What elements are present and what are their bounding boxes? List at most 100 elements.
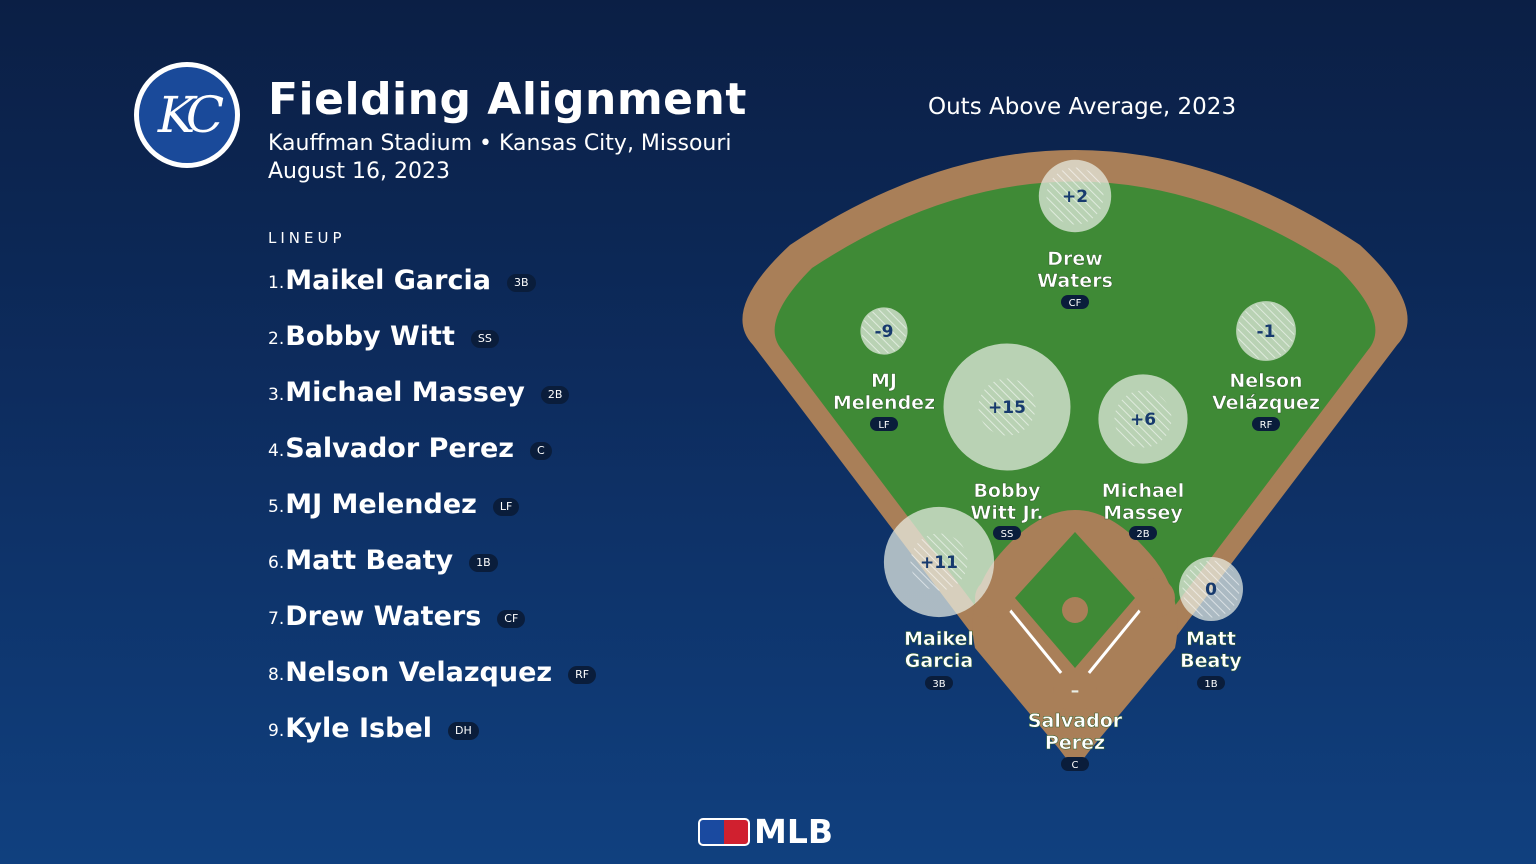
- lineup-row: 4. Salvador Perez C: [268, 432, 552, 464]
- position-badge: 3B: [506, 274, 536, 292]
- fielder-name: Maikel: [904, 628, 974, 650]
- game-date: August 16, 2023: [268, 159, 450, 184]
- position-badge: C: [1072, 760, 1079, 771]
- team-logo: KC: [134, 62, 240, 168]
- fielder-name: Michael: [1102, 480, 1184, 502]
- position-badge-bg: [993, 526, 1021, 540]
- lineup-player-name: Kyle Isbel: [285, 712, 433, 744]
- lineup-player-name: Michael Massey: [285, 376, 525, 408]
- lineup-number: 6.: [268, 553, 285, 573]
- oaa-value: -9: [875, 322, 894, 342]
- position-badge: LF: [492, 498, 520, 516]
- position-badge: 1B: [469, 554, 498, 572]
- mlb-logo-icon: [698, 818, 750, 846]
- oaa-bubble-hatch: [1182, 560, 1240, 618]
- lineup-row: 5. MJ Melendez LF: [268, 489, 520, 520]
- fielder-name: Melendez: [833, 392, 935, 414]
- fielder-name: Massey: [1103, 502, 1183, 524]
- lineup-number: 7.: [268, 609, 285, 629]
- pitchers-mound: [1062, 597, 1088, 623]
- lineup-row: 2. Bobby Witt SS: [268, 320, 499, 352]
- position-badge: DH: [448, 722, 479, 740]
- page-title: Fielding Alignment: [268, 74, 747, 125]
- lineup-player-name: Drew Waters: [285, 600, 482, 632]
- lineup-player-name: Matt Beaty: [285, 544, 454, 576]
- position-badge-bg: [1061, 295, 1089, 309]
- team-logo-text: KC: [157, 86, 224, 144]
- fielder-name: Beaty: [1180, 650, 1242, 672]
- oaa-value: –: [1071, 681, 1080, 701]
- position-badge: SS: [470, 330, 499, 348]
- fielder-name: Drew: [1047, 248, 1103, 270]
- lineup-player-name: Nelson Velazquez: [285, 656, 553, 688]
- lineup-heading: LINEUP: [268, 229, 346, 247]
- outfield: [742, 150, 1408, 770]
- position-badge-bg: [870, 417, 898, 431]
- position-badge-bg: [925, 676, 953, 690]
- position-badge: 2B: [540, 386, 570, 404]
- fielder-name: Garcia: [905, 650, 973, 672]
- position-badge-bg: [1061, 757, 1089, 771]
- oaa-value: +2: [1062, 187, 1088, 207]
- oaa-bubble-hatch: [978, 378, 1036, 436]
- team-logo-circle: KC: [139, 67, 235, 163]
- oaa-bubble-hatch: [1237, 302, 1295, 360]
- oaa-value: +15: [988, 398, 1026, 418]
- fielder-name: Perez: [1045, 732, 1105, 754]
- oaa-bubble-hatch: [861, 308, 907, 354]
- first-base-cutout: [1135, 578, 1175, 618]
- position-badge-bg: [1197, 676, 1225, 690]
- position-badge: 2B: [1136, 529, 1149, 540]
- lineup-row: 3. Michael Massey 2B: [268, 376, 570, 408]
- lineup-number: 2.: [268, 329, 285, 349]
- position-badge: RF: [1260, 420, 1273, 431]
- lineup-row: 7. Drew Waters CF: [268, 600, 526, 632]
- mlb-logo: MLB: [698, 815, 840, 849]
- infield: [972, 510, 1178, 768]
- lineup-player-name: Salvador Perez: [285, 432, 515, 464]
- fielder-name: MJ: [871, 370, 897, 392]
- fielder-name: Matt: [1186, 628, 1236, 650]
- fielder-name: Bobby: [973, 480, 1041, 502]
- lineup-row: 6. Matt Beaty 1B: [268, 544, 498, 576]
- lineup-number: 8.: [268, 665, 285, 685]
- fielder-name: Waters: [1037, 270, 1113, 292]
- oaa-bubble-hatch: [1114, 390, 1172, 448]
- position-badge: C: [530, 442, 552, 460]
- lineup-player-name: Bobby Witt: [285, 320, 455, 352]
- lineup-row: 8. Nelson Velazquez RF: [268, 656, 597, 688]
- fielder-name: Nelson: [1229, 370, 1302, 392]
- oaa-value: +11: [920, 553, 958, 573]
- lineup-number: 1.: [268, 273, 285, 293]
- lineup-number: 9.: [268, 721, 285, 741]
- position-badge: CF: [1069, 298, 1082, 309]
- lineup-player-name: Maikel Garcia: [285, 264, 491, 296]
- lineup-number: 4.: [268, 441, 285, 461]
- stadium-subtitle: Kauffman Stadium • Kansas City, Missouri: [268, 131, 732, 156]
- fielder-name: Velázquez: [1212, 392, 1320, 414]
- home-plate-circle: [1053, 668, 1097, 712]
- mlb-logo-text: MLB: [754, 812, 834, 851]
- position-badge-bg: [1252, 417, 1280, 431]
- lineup-number: 3.: [268, 385, 285, 405]
- oaa-value: 0: [1205, 580, 1217, 600]
- chart-title: Outs Above Average, 2023: [928, 94, 1237, 120]
- position-badge: CF: [497, 610, 526, 628]
- oaa-value: +6: [1130, 410, 1156, 430]
- oaa-bubble-hatch: [910, 533, 968, 591]
- position-badge: SS: [1001, 529, 1014, 540]
- position-badge: 1B: [1204, 679, 1217, 690]
- lineup-row: 1. Maikel Garcia 3B: [268, 264, 536, 296]
- position-badge: 3B: [932, 679, 945, 690]
- position-badge: RF: [568, 666, 597, 684]
